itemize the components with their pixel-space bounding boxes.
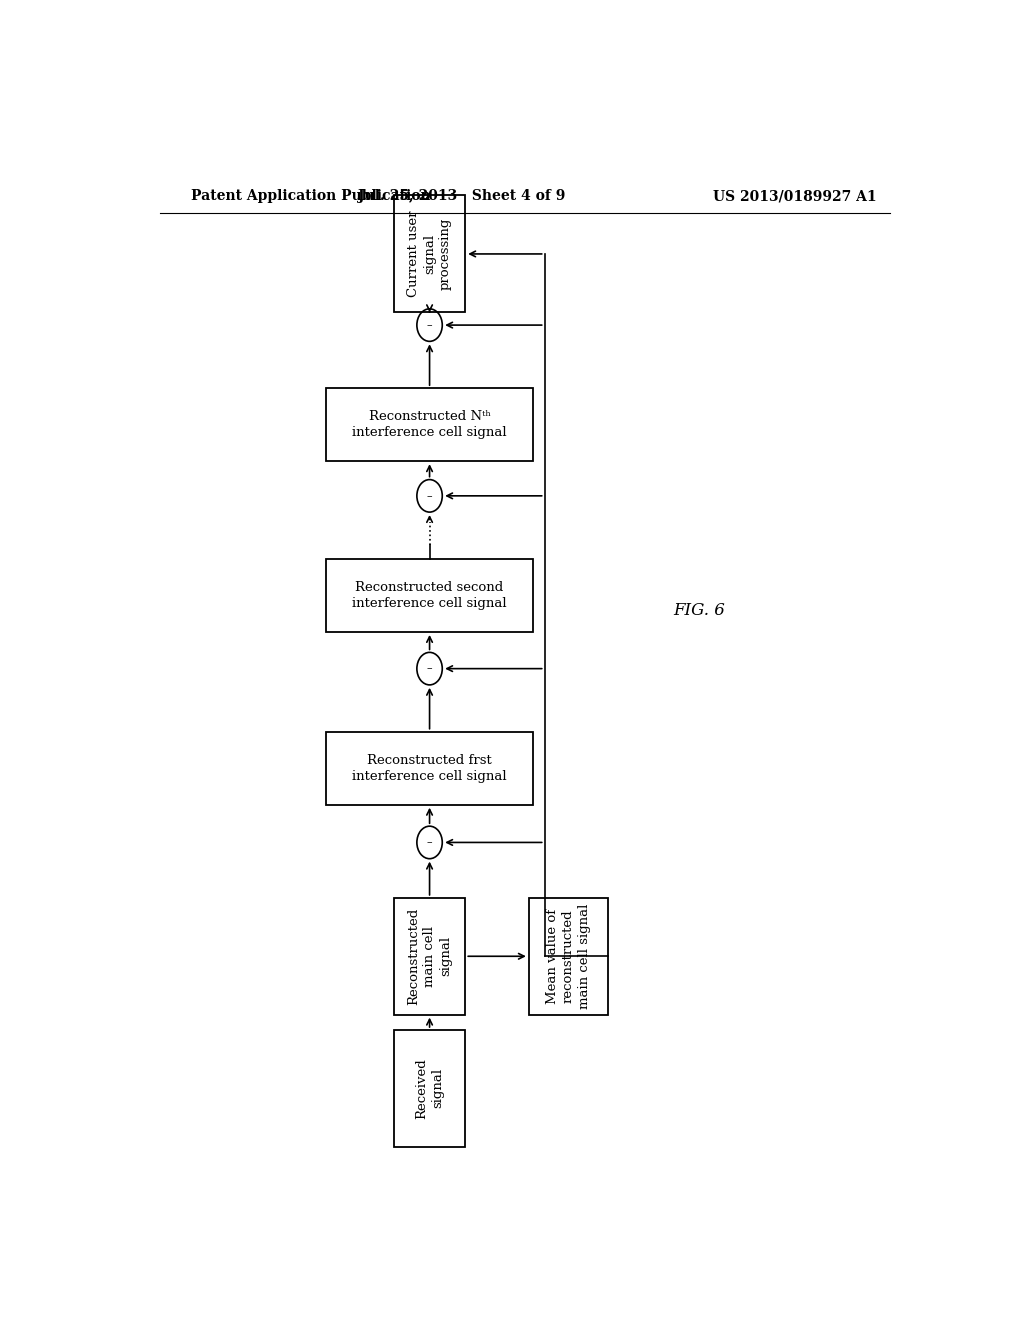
Text: –: – bbox=[427, 491, 432, 500]
Bar bbox=[528, 898, 608, 1015]
Bar bbox=[327, 558, 532, 632]
Text: Jul. 25, 2013   Sheet 4 of 9: Jul. 25, 2013 Sheet 4 of 9 bbox=[357, 189, 565, 203]
Text: US 2013/0189927 A1: US 2013/0189927 A1 bbox=[713, 189, 877, 203]
Text: Patent Application Publication: Patent Application Publication bbox=[191, 189, 431, 203]
Text: Reconstructed frst
interference cell signal: Reconstructed frst interference cell sig… bbox=[352, 754, 507, 783]
Text: –: – bbox=[427, 837, 432, 847]
Text: –: – bbox=[427, 664, 432, 673]
Text: Reconstructed second
interference cell signal: Reconstructed second interference cell s… bbox=[352, 581, 507, 610]
Text: Reconstructed
main cell
signal: Reconstructed main cell signal bbox=[408, 908, 452, 1005]
Text: Current user
signal
processing: Current user signal processing bbox=[408, 211, 452, 297]
Text: Reconstructed Nᵗʰ
interference cell signal: Reconstructed Nᵗʰ interference cell sign… bbox=[352, 411, 507, 440]
Bar bbox=[394, 898, 465, 1015]
Bar bbox=[327, 731, 532, 805]
Text: FIG. 6: FIG. 6 bbox=[674, 602, 725, 619]
Text: –: – bbox=[427, 319, 432, 330]
Text: Mean value of
reconstructed
main cell signal: Mean value of reconstructed main cell si… bbox=[546, 904, 591, 1008]
Bar bbox=[394, 1030, 465, 1147]
Bar bbox=[394, 195, 465, 313]
Bar bbox=[327, 388, 532, 461]
Text: Received
signal: Received signal bbox=[415, 1059, 444, 1119]
